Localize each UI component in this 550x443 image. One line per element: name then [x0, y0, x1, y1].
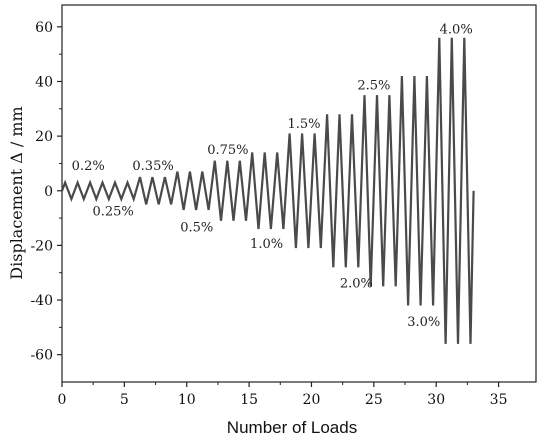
- x-tick-label: 20: [303, 392, 321, 408]
- drift-ratio-label: 1.5%: [287, 117, 320, 132]
- displacement-series-line: [60, 37, 475, 344]
- drift-ratio-label: 0.25%: [92, 204, 133, 219]
- x-axis-title: Number of Loads: [227, 418, 357, 437]
- drift-ratio-label: 3.0%: [407, 315, 440, 330]
- drift-ratio-label: 2.0%: [340, 277, 373, 292]
- drift-ratio-label: 4.0%: [440, 23, 473, 38]
- plot-area: 0 5 10 15 20 25 30 35 -60 -40 -20 0 20 40 60 0.2% 0.25% 0…: [30, 4, 537, 408]
- x-tick-label: 5: [120, 392, 129, 408]
- x-tick-label: 0: [58, 392, 67, 408]
- x-tick-label: 30: [427, 392, 445, 408]
- y-axis-title: Displacement Δ / mm: [7, 106, 26, 279]
- drift-ratio-label: 0.5%: [180, 221, 213, 236]
- y-tick-label: -60: [30, 348, 53, 364]
- drift-ratio-label: 1.0%: [250, 237, 283, 252]
- drift-ratio-label: 2.5%: [357, 79, 390, 94]
- drift-ratio-label: 0.2%: [72, 159, 105, 174]
- y-tick-label: 60: [35, 20, 53, 36]
- drift-ratio-label: 0.75%: [207, 143, 248, 158]
- y-tick-label: 0: [44, 184, 53, 200]
- y-tick-label: -40: [30, 293, 53, 309]
- plot-frame: [61, 4, 537, 383]
- x-tick-label: 25: [365, 392, 383, 408]
- x-tick-label: 15: [240, 392, 258, 408]
- y-tick-label: 40: [35, 74, 53, 90]
- x-tick-label: 35: [490, 392, 508, 408]
- y-tick-label: 20: [35, 129, 53, 145]
- x-tick-label: 10: [178, 392, 196, 408]
- y-tick-label: -20: [30, 238, 53, 254]
- drift-ratio-label: 0.35%: [132, 159, 173, 174]
